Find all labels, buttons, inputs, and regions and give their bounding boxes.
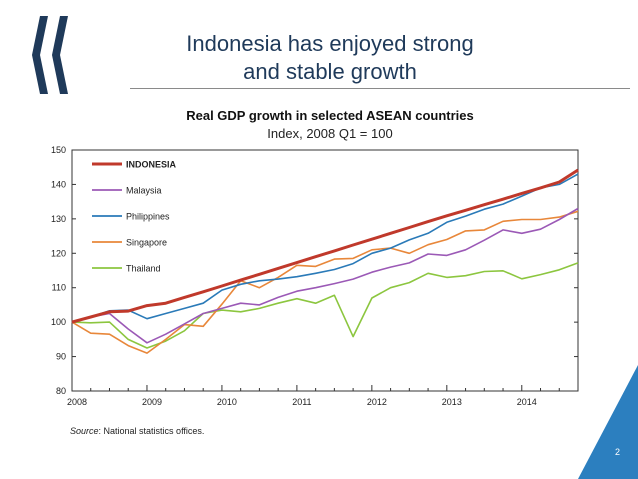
title-line-2: and stable growth bbox=[243, 59, 417, 84]
y-tick-label: 130 bbox=[51, 214, 66, 224]
chart-series bbox=[71, 168, 579, 354]
y-tick-label: 100 bbox=[51, 317, 66, 327]
x-tick-label: 2012 bbox=[367, 397, 387, 407]
legend-label: Philippines bbox=[126, 212, 170, 222]
source-text: : National statistics offices. bbox=[98, 426, 205, 436]
chart-legend: INDONESIA Malaysia Philippines Singapore Tha… bbox=[92, 160, 177, 274]
series-line-philippines bbox=[71, 173, 579, 323]
page-title: Indonesia has enjoyed strong and stable … bbox=[130, 30, 530, 86]
series-line-singapore bbox=[71, 210, 579, 354]
chart-title: Real GDP growth in selected ASEAN countr… bbox=[186, 108, 474, 123]
corner-triangle bbox=[578, 365, 638, 479]
y-tick-label: 120 bbox=[51, 248, 66, 258]
x-tick-label: 2010 bbox=[217, 397, 237, 407]
series-line-malaysia bbox=[71, 207, 579, 344]
y-tick-label: 140 bbox=[51, 179, 66, 189]
corner-decoration bbox=[578, 365, 638, 479]
y-tick-label: 90 bbox=[56, 352, 66, 362]
legend-label: INDONESIA bbox=[126, 160, 177, 170]
x-tick-label: 2009 bbox=[142, 397, 162, 407]
logo-stripe bbox=[32, 55, 48, 94]
source-note: Source: National statistics offices. bbox=[70, 426, 204, 436]
title-divider bbox=[130, 88, 630, 89]
legend-label: Singapore bbox=[126, 238, 167, 248]
plot-frame bbox=[71, 149, 579, 392]
page-number: 2 bbox=[614, 447, 620, 457]
chart-subtitle: Index, 2008 Q1 = 100 bbox=[267, 126, 393, 141]
legend-label: Malaysia bbox=[126, 186, 162, 196]
x-tick-label: 2014 bbox=[517, 397, 537, 407]
series-line-thailand bbox=[71, 262, 579, 349]
oecd-logo bbox=[32, 16, 68, 94]
logo-stripe bbox=[52, 16, 68, 55]
series-line-indonesia bbox=[71, 168, 579, 324]
logo-stripe bbox=[32, 16, 48, 55]
x-tick-label: 2013 bbox=[442, 397, 462, 407]
title-line-1: Indonesia has enjoyed strong bbox=[186, 31, 474, 56]
source-label: Source bbox=[70, 426, 99, 436]
y-tick-label: 150 bbox=[51, 145, 66, 155]
logo-stripe bbox=[52, 55, 68, 94]
y-tick-label: 110 bbox=[52, 283, 66, 293]
y-tick-label: 80 bbox=[56, 386, 66, 396]
chart-axes: 80 90 100 110 120 130 140 150 2008 2009 2010 2011 20… bbox=[51, 145, 579, 407]
x-tick-label: 2008 bbox=[67, 397, 87, 407]
x-tick-label: 2011 bbox=[292, 397, 311, 407]
legend-label: Thailand bbox=[126, 264, 161, 274]
